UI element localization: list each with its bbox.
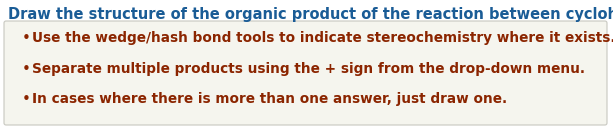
Text: Separate multiple products using the + sign from the drop-down menu.: Separate multiple products using the + s…: [32, 62, 585, 76]
FancyBboxPatch shape: [4, 21, 607, 125]
Text: Use the wedge/hash bond tools to indicate stereochemistry where it exists.: Use the wedge/hash bond tools to indicat…: [32, 31, 613, 45]
Text: In cases where there is more than one answer, just draw one.: In cases where there is more than one an…: [32, 92, 507, 106]
Text: Draw the structure of the organic product of the reaction between cyclohexene an: Draw the structure of the organic produc…: [8, 7, 613, 22]
Text: •: •: [22, 92, 31, 107]
Text: •: •: [22, 31, 31, 46]
Text: •: •: [22, 62, 31, 77]
